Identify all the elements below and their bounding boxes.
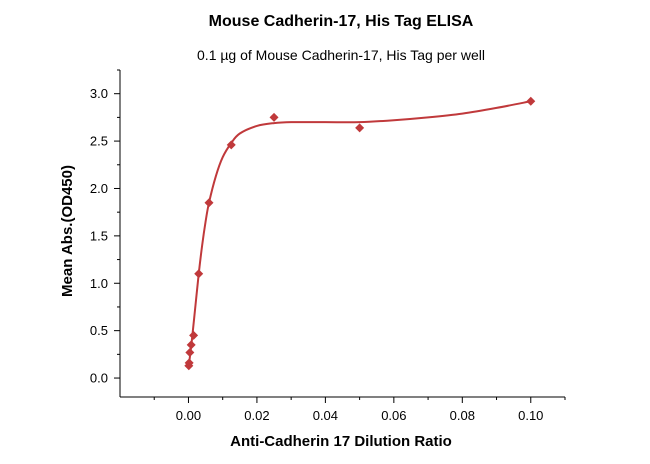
data-point	[189, 330, 199, 340]
axes	[119, 70, 565, 398]
x-tick-label: 0.06	[381, 408, 406, 423]
fit-curve	[187, 100, 531, 369]
data-point	[269, 112, 279, 122]
x-tick-label: 0.02	[244, 408, 269, 423]
data-point	[186, 340, 196, 350]
x-tick-label: 0.04	[313, 408, 338, 423]
y-tick-label: 3.0	[90, 86, 108, 101]
data-point	[204, 198, 214, 208]
data-point	[184, 358, 194, 368]
data-point	[226, 140, 236, 150]
y-tick-label: 0.0	[90, 371, 108, 386]
y-tick-label: 1.0	[90, 276, 108, 291]
data-point	[355, 123, 365, 133]
data-points	[184, 96, 536, 371]
x-tick-label: 0.00	[176, 408, 201, 423]
x-tick-label: 0.08	[450, 408, 475, 423]
data-point	[526, 96, 536, 106]
y-tick-label: 1.5	[90, 228, 108, 243]
chart-subtitle: 0.1 µg of Mouse Cadherin-17, His Tag per…	[197, 47, 485, 63]
y-tick-label: 2.0	[90, 181, 108, 196]
data-point	[185, 347, 195, 357]
x-tick-label: 0.10	[518, 408, 543, 423]
x-axis-label: Anti-Cadherin 17 Dilution Ratio	[230, 433, 452, 450]
chart-title: Mouse Cadherin-17, His Tag ELISA	[209, 13, 474, 30]
y-tick-label: 0.5	[90, 323, 108, 338]
y-tick-label: 2.5	[90, 134, 108, 149]
data-point	[194, 269, 204, 279]
tick-labels: 0.00 0.02 0.04 0.06 0.08 0.10 0.0 0.5 1.0 1.5 2.0 2…	[90, 86, 544, 423]
tick-marks	[114, 69, 566, 403]
y-axis-label: Mean Abs.(OD450)	[59, 165, 76, 297]
